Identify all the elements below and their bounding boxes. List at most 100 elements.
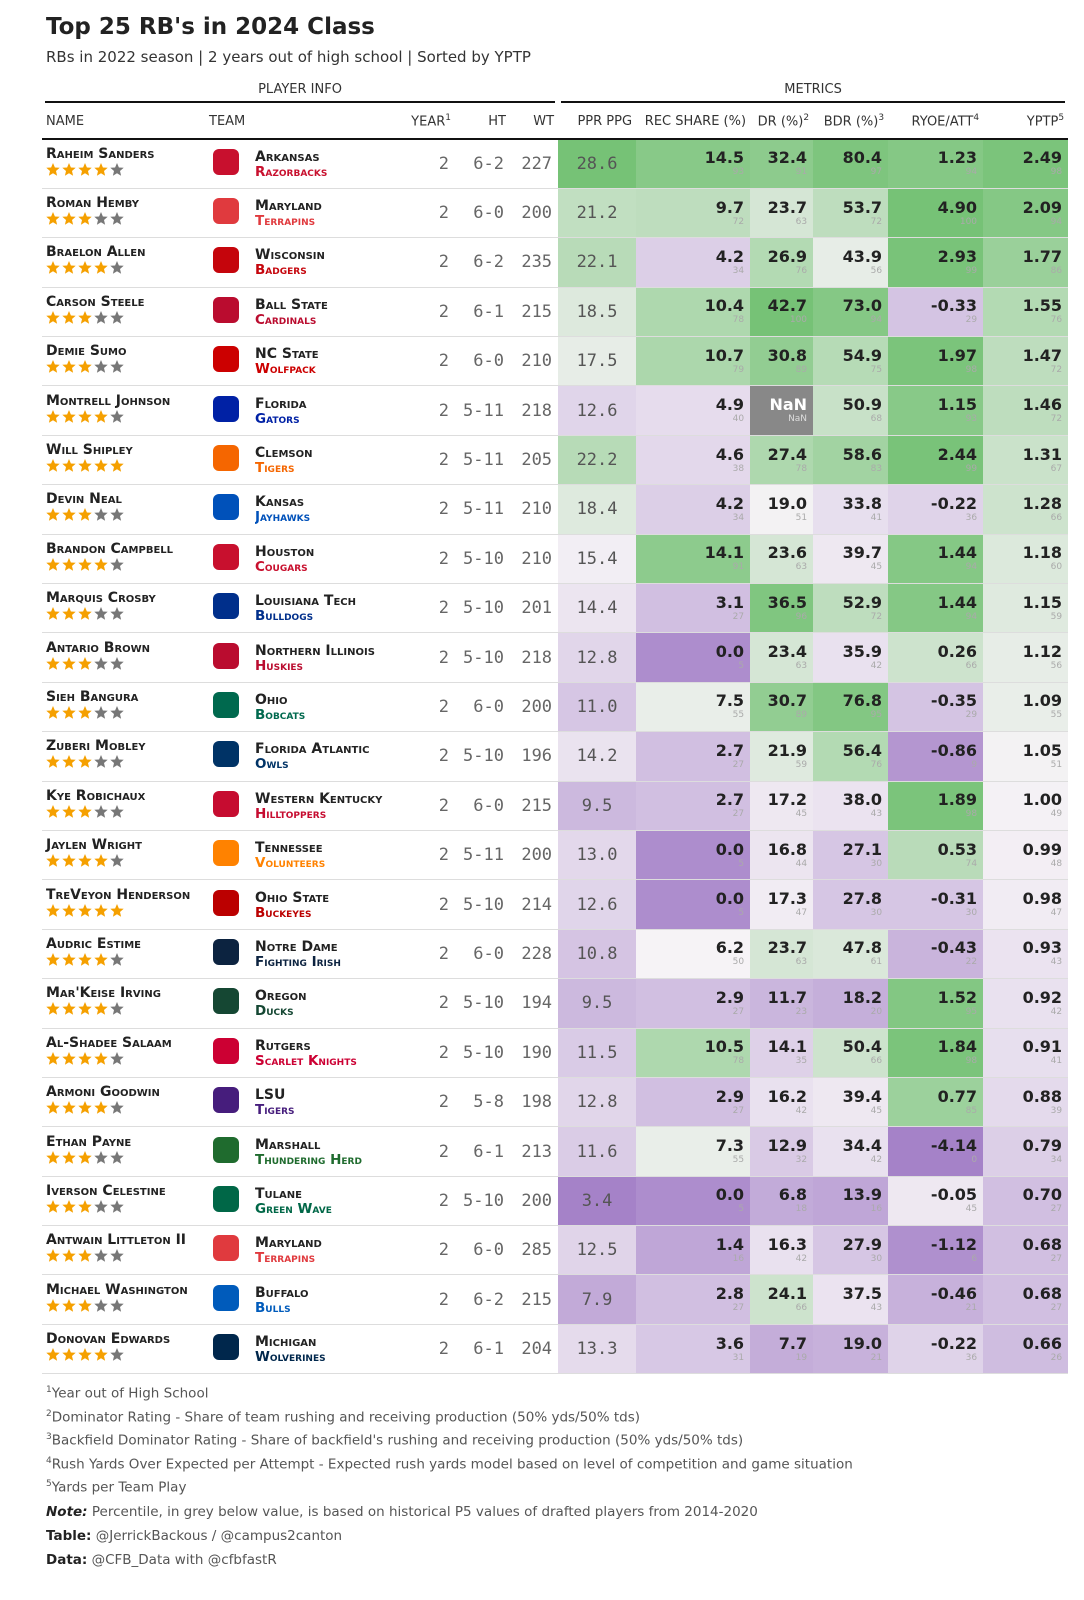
metric-cell: NaN NaN — [750, 385, 814, 436]
team-cell: Michigan Wolverines — [255, 1324, 400, 1373]
logo-shape — [213, 988, 239, 1015]
team-logo — [213, 1284, 239, 1311]
player-name: Al-Shadee Salaam — [46, 1034, 172, 1051]
star — [94, 1199, 108, 1213]
star — [62, 557, 76, 571]
metric-percentile: 19 — [795, 1352, 808, 1363]
star — [46, 903, 60, 917]
star — [78, 804, 92, 818]
star-rating — [46, 1298, 124, 1312]
metric-value: 37.5 — [842, 1284, 883, 1304]
metric-percentile: 95 — [965, 1006, 978, 1017]
metric-cell: 43.9 56 — [813, 237, 889, 288]
star-rating — [46, 1051, 124, 1065]
star — [110, 1249, 124, 1262]
player-year: 2 — [438, 993, 449, 1014]
footnote-mark: 4 — [973, 112, 980, 123]
team-name: Arkansas — [255, 148, 320, 165]
metric-cell: 0.91 41 — [983, 1028, 1069, 1078]
metric-cell: 0.88 39 — [983, 1077, 1069, 1127]
logo-shape — [213, 938, 239, 965]
metric-cell: 2.8 27 — [636, 1274, 751, 1325]
metric-cell: 21.9 59 — [750, 731, 814, 782]
metric-cell: 10.7 79 — [636, 336, 751, 386]
star — [94, 459, 108, 472]
metric-value: 0.77 — [937, 1086, 978, 1106]
star-rating — [46, 310, 124, 324]
star-rating — [46, 508, 124, 522]
star-rating — [46, 1150, 124, 1164]
metric-cell: 0.0 5 — [636, 1176, 751, 1226]
metric-cell: 1.00 49 — [983, 781, 1069, 831]
logo-cell — [205, 781, 255, 830]
metric-value: -1.12 — [930, 1234, 978, 1254]
metric-cell: 4.9 40 — [636, 385, 751, 436]
metric-percentile: 94 — [870, 315, 883, 326]
metric-cell: 7.7 19 — [750, 1324, 814, 1374]
metric-cell: 1.89 98 — [888, 781, 984, 831]
metric-value: 23.4 — [767, 642, 808, 662]
logo-shape — [213, 1334, 239, 1361]
metric-percentile: 66 — [1050, 512, 1063, 523]
player-wt: 210 — [521, 351, 553, 372]
metric-cell: 4.2 34 — [636, 484, 751, 535]
star — [94, 656, 108, 670]
team-cell: Ball State Cardinals — [255, 287, 400, 336]
footnote-mark: 5 — [46, 1479, 52, 1489]
metric-value: 4.9 — [715, 395, 745, 415]
metric-cell: 39.7 45 — [813, 534, 889, 584]
player-year: 2 — [438, 351, 449, 372]
logo-shape — [213, 148, 239, 175]
team-name: Louisiana Tech — [255, 593, 356, 610]
metric-percentile: 30 — [965, 908, 978, 919]
team-cell: Rutgers Scarlet Knights — [255, 1028, 400, 1077]
footnote: 3Backfield Dominator Rating - Share of b… — [46, 1427, 853, 1451]
metric-value: 13.9 — [842, 1185, 883, 1205]
team-name: Michigan — [255, 1334, 317, 1351]
team-cell: Tennessee Volunteers — [255, 830, 400, 879]
column-header: TEAM — [205, 104, 400, 140]
metric-percentile: 21 — [870, 1352, 883, 1363]
logo-cell — [205, 929, 255, 978]
star — [62, 1348, 76, 1361]
metric-percentile: 34 — [732, 265, 745, 276]
note-text: Percentile, in grey below value, is base… — [91, 1503, 758, 1520]
player-name: Donovan Edwards — [46, 1331, 171, 1348]
metric-cell: 1.15 93 — [888, 385, 984, 436]
star — [62, 755, 76, 769]
star — [110, 557, 124, 571]
metric-value: 0.88 — [1022, 1086, 1063, 1106]
player-year: 2 — [438, 548, 449, 569]
metric-percentile: 93 — [965, 414, 978, 425]
metric-cell: 2.49 98 — [983, 139, 1069, 189]
metric-percentile: 31 — [732, 1352, 745, 1363]
team-logo — [213, 642, 239, 669]
metric-percentile: 42 — [870, 1155, 883, 1165]
metric-value: -0.35 — [930, 691, 978, 711]
name-cell: Braelon Allen — [42, 238, 205, 287]
logo-shape — [213, 790, 239, 817]
column-label: DR (%) — [757, 114, 804, 130]
metric-value: 4.90 — [937, 197, 978, 217]
metric-cell: 9.7 72 — [636, 188, 751, 238]
metric-value: 14.5 — [704, 148, 745, 168]
metric-percentile: 45 — [795, 809, 808, 820]
ppr-cell: 18.4 — [558, 484, 637, 535]
player-row: Antwain Littleton II Maryland Terrapins 2 6-… — [42, 1225, 1069, 1275]
ppr-cell: 14.2 — [558, 731, 637, 782]
logo-shape — [213, 593, 239, 620]
footnote-mark: 1 — [445, 112, 451, 123]
metric-percentile: 5 — [738, 1204, 745, 1215]
metric-cell: 37.5 43 — [813, 1274, 889, 1325]
player-year: 2 — [438, 647, 449, 668]
metric-value: 33.8 — [842, 493, 883, 513]
metric-cell: 27.9 30 — [813, 1225, 889, 1275]
name-cell: Michael Washington — [42, 1275, 205, 1324]
player-year: 2 — [438, 203, 449, 224]
team-logo — [213, 148, 239, 175]
logo-shape — [213, 445, 239, 472]
star — [46, 557, 60, 571]
logo-shape — [213, 1136, 239, 1163]
star — [78, 508, 92, 522]
metric-value: 27.4 — [767, 444, 808, 464]
